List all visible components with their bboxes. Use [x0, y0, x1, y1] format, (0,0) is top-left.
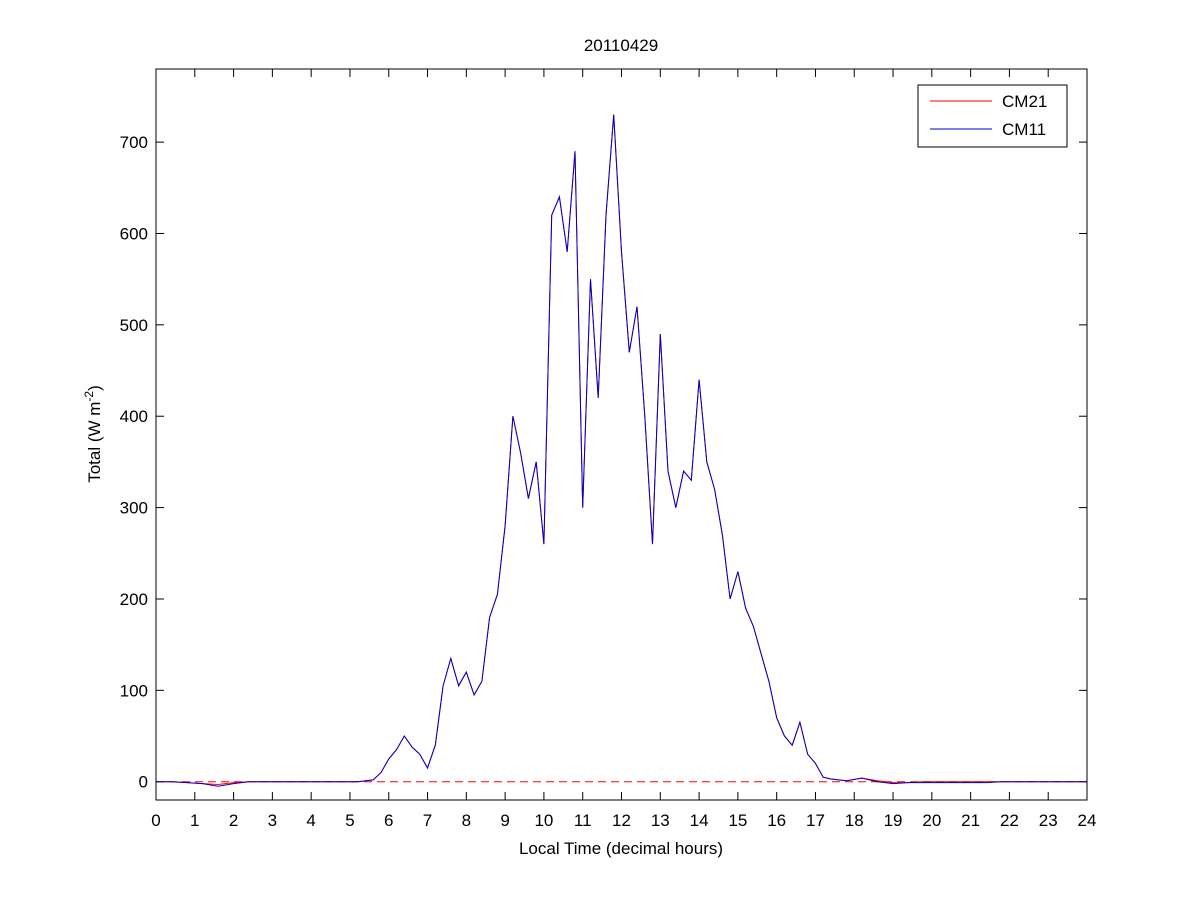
y-tick-label: 200 — [120, 590, 148, 609]
legend-label: CM11 — [1002, 120, 1046, 139]
x-axis-label: Local Time (decimal hours) — [519, 839, 723, 858]
x-tick-label: 3 — [268, 811, 277, 830]
x-tick-label: 14 — [690, 811, 709, 830]
x-tick-label: 5 — [345, 811, 354, 830]
y-tick-label: 500 — [120, 316, 148, 335]
x-tick-label: 4 — [306, 811, 315, 830]
x-tick-label: 0 — [151, 811, 160, 830]
x-tick-label: 1 — [190, 811, 199, 830]
x-tick-label: 18 — [845, 811, 864, 830]
y-tick-label: 600 — [120, 224, 148, 243]
x-tick-label: 17 — [806, 811, 825, 830]
x-tick-label: 22 — [1000, 811, 1019, 830]
legend-label: CM21 — [1002, 92, 1047, 111]
x-tick-label: 10 — [534, 811, 553, 830]
x-tick-label: 9 — [500, 811, 509, 830]
x-tick-label: 13 — [651, 811, 670, 830]
plot-frame — [155, 68, 1088, 801]
y-tick-label: 100 — [120, 681, 148, 700]
chart-title: 20110429 — [584, 36, 658, 55]
x-tick-label: 24 — [1078, 811, 1097, 830]
y-tick-label: 400 — [120, 407, 148, 426]
y-label-suffix: ) — [85, 385, 104, 391]
y-tick-label: 300 — [120, 499, 148, 518]
x-tick-label: 11 — [574, 811, 592, 830]
series-line — [156, 114, 1087, 787]
x-tick-label: 16 — [767, 811, 786, 830]
x-tick-label: 23 — [1039, 811, 1058, 830]
x-tick-label: 7 — [423, 811, 432, 830]
x-tick-label: 8 — [462, 811, 471, 830]
y-tick-label: 700 — [120, 133, 148, 152]
x-tick-label: 6 — [384, 811, 393, 830]
y-label-superscript: -2 — [82, 391, 96, 402]
x-tick-label: 21 — [961, 811, 980, 830]
x-tick-label: 12 — [612, 811, 631, 830]
x-tick-label: 20 — [922, 811, 941, 830]
legend-box — [917, 84, 1068, 148]
y-label-text: Total (W m — [85, 402, 104, 483]
x-tick-label: 19 — [884, 811, 903, 830]
y-tick-label: 0 — [139, 773, 148, 792]
x-tick-label: 15 — [728, 811, 747, 830]
y-axis-label: Total (W m-2) — [82, 385, 104, 483]
x-tick-label: 2 — [229, 811, 238, 830]
